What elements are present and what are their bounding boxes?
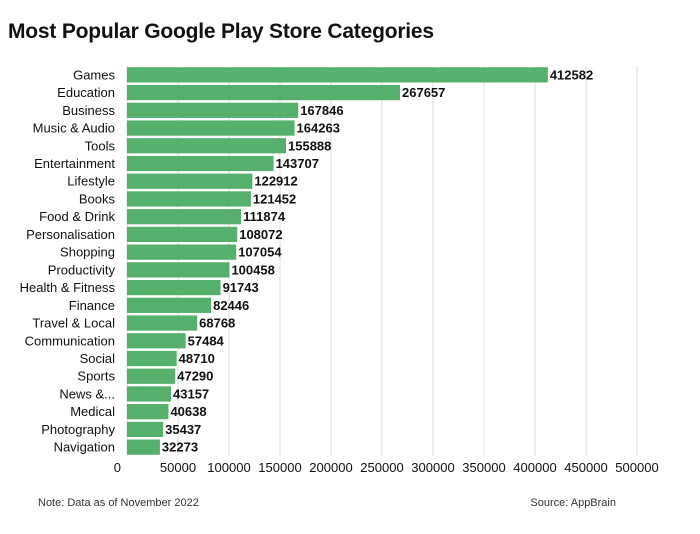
category-label: Food & Drink [39,209,115,224]
value-label: 100458 [231,262,274,277]
bar [127,333,186,349]
value-label: 40638 [170,404,206,419]
value-label: 91743 [223,280,259,295]
value-labels: 412582 267657 167846 164263 155888 143707 1229… [162,67,593,454]
category-label: Education [57,85,115,100]
bar [127,297,212,313]
value-label: 48710 [179,351,215,366]
bar [127,173,253,189]
category-label: Personalisation [26,227,115,242]
value-label: 47290 [177,369,213,384]
x-tick-label: 200000 [309,460,352,475]
x-tick-label: 450000 [564,460,607,475]
category-label: Social [80,351,116,366]
bars [127,67,548,455]
category-label: Medical [70,404,115,419]
x-tick-label: 250000 [360,460,403,475]
value-label: 107054 [238,245,282,260]
category-label: Tools [85,138,116,153]
value-label: 164263 [297,121,340,136]
bar [127,209,242,225]
category-label: Books [79,191,116,206]
category-label: Finance [69,298,115,313]
category-label: Communication [25,333,115,348]
category-label: Shopping [60,245,115,260]
value-label: 122912 [254,174,297,189]
bar [127,191,251,207]
x-tick-label: 100000 [207,460,250,475]
bar [127,315,198,331]
x-tick-label: 50000 [160,460,196,475]
value-label: 108072 [239,227,282,242]
bar [127,138,287,154]
bar [127,262,230,278]
value-label: 32273 [162,440,198,455]
value-label: 68768 [199,316,235,331]
grid-lines [126,66,638,456]
category-label: Photography [41,422,115,437]
value-label: 143707 [276,156,319,171]
bar [127,350,177,367]
footnote: Note: Data as of November 2022 [38,497,199,509]
bar [127,386,172,402]
category-label: Travel & Local [32,316,115,331]
chart-title: Most Popular Google Play Store Categorie… [8,20,434,43]
value-label: 167846 [300,103,343,118]
category-label: Entertainment [34,156,115,171]
x-tick-label: 500000 [615,460,658,475]
bar [127,279,221,296]
value-label: 82446 [213,298,249,313]
category-label: Lifestyle [67,174,115,189]
value-label: 267657 [402,85,445,100]
bar [127,368,176,384]
category-label: Navigation [54,440,115,455]
category-label: Games [73,67,115,82]
value-label: 412582 [550,67,593,82]
bar [127,84,401,101]
category-labels: Games Education Business Music & Audio Tools… [20,67,116,454]
category-label: Business [62,103,115,118]
value-label: 43157 [173,386,209,401]
bar [127,439,160,455]
bar [127,421,164,438]
bar [127,404,169,420]
x-tick-label: 0 [114,460,121,475]
bar [127,155,274,172]
x-tick-label: 300000 [411,460,454,475]
x-tick-labels: 0 50000 100000 150000 200000 250000 300000 3500… [114,460,659,475]
value-label: 111874 [243,209,286,224]
bar [127,102,299,118]
source-note: Source: AppBrain [530,497,616,509]
x-tick-label: 350000 [462,460,505,475]
x-tick-label: 150000 [258,460,301,475]
bar [127,120,295,136]
value-label: 35437 [165,422,201,437]
category-label: Music & Audio [33,121,115,136]
category-label: Productivity [48,262,116,277]
category-label: Sports [77,369,115,384]
category-label: News &... [59,386,115,401]
x-tick-label: 400000 [513,460,556,475]
bar [127,244,237,260]
value-label: 57484 [188,333,225,348]
value-label: 121452 [253,191,296,206]
value-label: 155888 [288,138,331,153]
category-label: Health & Fitness [20,280,116,295]
bar [127,67,548,83]
bar [127,226,238,243]
